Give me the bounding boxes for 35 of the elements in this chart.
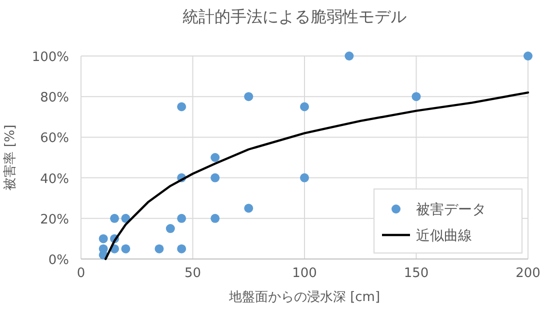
y-tick-label: 100% (32, 50, 69, 65)
x-tick-label: 100 (292, 266, 317, 281)
point (412, 92, 421, 102)
point (121, 214, 130, 223)
point (98, 234, 108, 244)
point (524, 52, 532, 60)
chart-title: 統計的手法による脆弱性モデル (182, 7, 406, 26)
y-tick-label: 20% (40, 212, 69, 228)
point (154, 244, 164, 254)
point (244, 204, 254, 213)
y-axis-title: 被害率 [%] (2, 124, 18, 190)
point (177, 244, 186, 254)
legend-label: 被害データ (416, 202, 486, 218)
point (110, 214, 120, 223)
y-tick-label: 60% (40, 131, 69, 146)
x-tick-label: 50 (184, 266, 202, 281)
y-tick-label: 0% (48, 253, 69, 268)
point (177, 214, 186, 223)
y-tick-label: 40% (40, 172, 69, 187)
point (177, 102, 186, 112)
x-tick-label: 150 (404, 266, 429, 281)
point (166, 224, 175, 234)
point (210, 214, 220, 223)
point (300, 102, 309, 112)
point (344, 52, 354, 60)
point (244, 92, 254, 102)
x-axis-title: 地盤面からの浸水深 [cm] (228, 290, 380, 305)
point (210, 173, 220, 182)
point (300, 173, 309, 182)
legend-label: 近似曲線 (416, 228, 472, 244)
x-tick-label: 0 (76, 266, 86, 281)
x-tick-label: 200 (516, 266, 540, 281)
y-tick-label: 80% (40, 90, 69, 106)
point (121, 244, 130, 254)
point (210, 153, 220, 162)
